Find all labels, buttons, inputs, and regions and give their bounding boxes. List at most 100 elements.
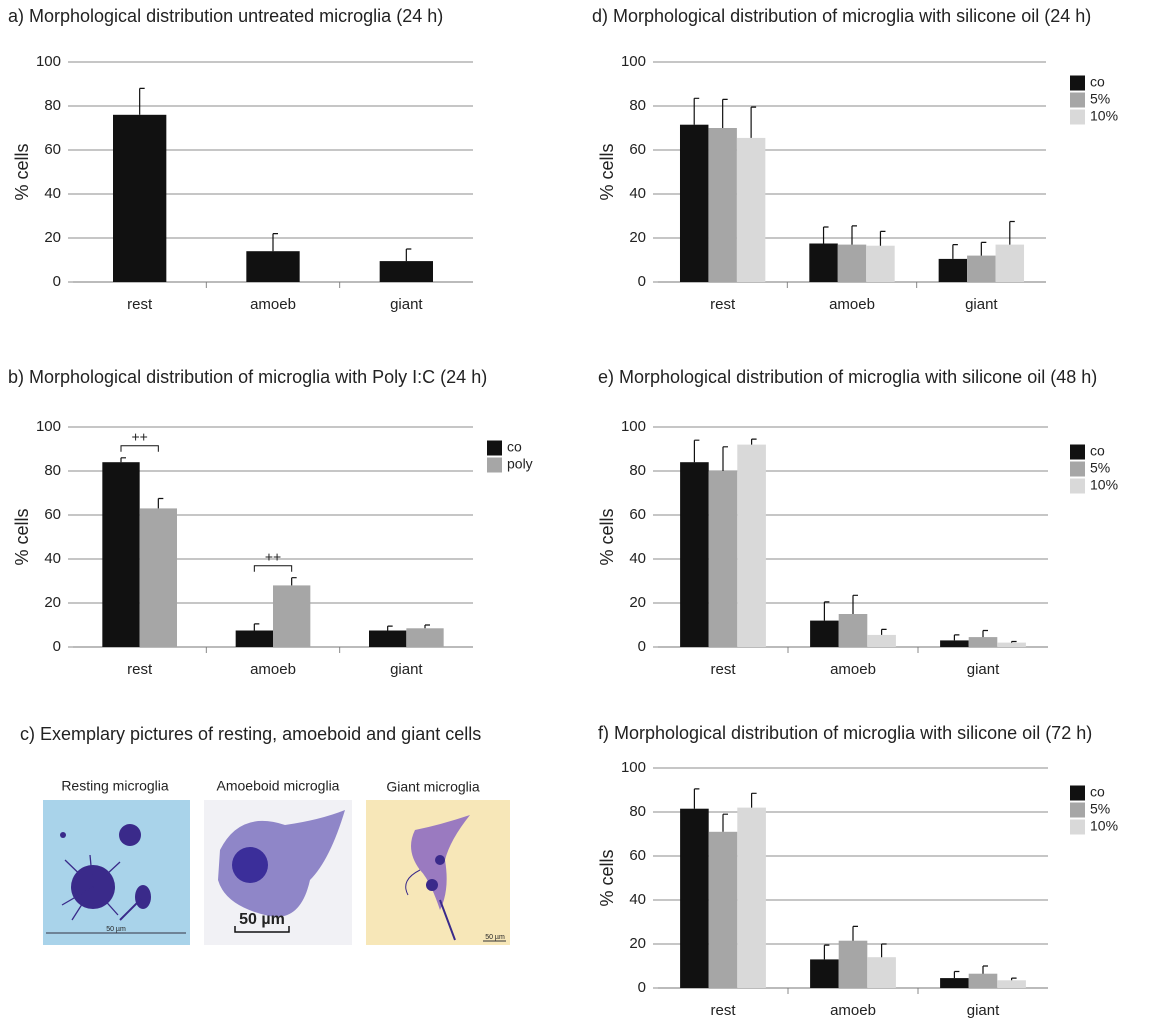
x-tick-label: amoeb (830, 1002, 876, 1019)
chart: a) Morphological distribution untreated … (8, 6, 473, 313)
error-bar (751, 107, 756, 138)
bar (967, 256, 995, 282)
x-tick-label: rest (127, 661, 153, 678)
y-tick-label: 60 (629, 506, 646, 523)
error-bar (954, 972, 959, 979)
y-tick-label: 40 (629, 891, 646, 908)
x-tick-label: giant (967, 661, 1000, 678)
bar (969, 637, 998, 647)
error-bar (694, 789, 699, 809)
error-bar (406, 249, 411, 261)
error-bar (140, 88, 145, 114)
error-bar (292, 578, 297, 586)
y-axis-label: % cells (12, 508, 32, 565)
error-bar (983, 631, 988, 638)
x-tick-label: amoeb (829, 296, 875, 313)
error-bar (121, 458, 126, 462)
bar (810, 621, 839, 647)
error-bar (983, 966, 988, 974)
scale-label: 50 µm (106, 926, 126, 933)
error-bar (824, 602, 829, 621)
bar (273, 585, 310, 647)
chart: d) Morphological distribution of microgl… (592, 6, 1118, 313)
x-tick-label: rest (710, 296, 736, 313)
y-tick-label: 20 (44, 594, 61, 611)
y-tick-label: 40 (629, 550, 646, 567)
legend-swatch (1070, 110, 1085, 125)
x-tick-label: giant (967, 1002, 1000, 1019)
bar (737, 138, 765, 282)
annotation: ++ (131, 429, 147, 445)
bar (113, 115, 166, 282)
y-tick-label: 0 (638, 979, 646, 996)
error-bar (1010, 222, 1015, 245)
error-bar (723, 814, 728, 832)
error-bar (254, 624, 259, 631)
x-tick-label: rest (127, 296, 153, 313)
error-bar (723, 447, 728, 471)
image-giant: 50 µm (366, 800, 510, 945)
y-tick-label: 100 (36, 53, 61, 70)
legend-label: co (1090, 74, 1105, 90)
error-bar (981, 242, 986, 255)
bar (866, 246, 894, 282)
y-tick-label: 20 (629, 935, 646, 952)
chart-title: e) Morphological distribution of microgl… (598, 367, 1097, 387)
bar (940, 640, 969, 647)
x-tick-label: amoeb (250, 661, 296, 678)
legend-swatch (1070, 445, 1085, 460)
legend-swatch (1070, 76, 1085, 91)
image-panel: c) Exemplary pictures of resting, amoebo… (20, 724, 510, 945)
legend-label: co (1090, 784, 1105, 800)
y-tick-label: 100 (621, 53, 646, 70)
error-bar (882, 944, 887, 957)
y-tick-label: 100 (621, 759, 646, 776)
error-bar (852, 226, 857, 245)
panel-title: c) Exemplary pictures of resting, amoebo… (20, 724, 481, 744)
y-tick-label: 80 (44, 97, 61, 114)
legend-label: 10% (1090, 818, 1118, 834)
error-bar (880, 231, 885, 245)
legend-label: 10% (1090, 477, 1118, 493)
y-tick-label: 100 (36, 418, 61, 435)
y-tick-label: 80 (629, 462, 646, 479)
error-bar (953, 245, 958, 259)
legend-swatch (1070, 803, 1085, 818)
chart-title: d) Morphological distribution of microgl… (592, 6, 1091, 26)
legend-swatch (1070, 462, 1085, 477)
error-bar (273, 234, 278, 252)
y-axis-label: % cells (597, 849, 617, 906)
bar (737, 445, 766, 647)
y-axis-label: % cells (597, 508, 617, 565)
bar (680, 462, 709, 647)
bar (997, 980, 1026, 988)
bar (867, 635, 896, 647)
y-tick-label: 100 (621, 418, 646, 435)
legend-label: 5% (1090, 91, 1110, 107)
legend-swatch (1070, 479, 1085, 494)
bar (810, 959, 839, 988)
image-resting: 50 µm (43, 800, 190, 945)
bar (996, 245, 1024, 282)
error-bar (853, 926, 858, 940)
bar (680, 809, 709, 988)
bar (940, 978, 969, 988)
bar (709, 832, 738, 988)
bar (680, 125, 708, 282)
legend-swatch (1070, 820, 1085, 835)
x-tick-label: giant (390, 661, 423, 678)
y-tick-label: 0 (638, 638, 646, 655)
bar (380, 261, 433, 282)
bar (997, 643, 1026, 647)
image-label: Resting microglia (61, 778, 169, 794)
y-tick-label: 0 (53, 273, 61, 290)
bar (939, 259, 967, 282)
figure: c) Exemplary pictures of resting, amoebo… (0, 0, 1153, 1023)
bar (737, 808, 766, 988)
chart: e) Morphological distribution of microgl… (597, 367, 1118, 678)
y-tick-label: 40 (629, 185, 646, 202)
error-bar (1012, 642, 1017, 643)
y-tick-label: 60 (44, 506, 61, 523)
y-tick-label: 60 (629, 141, 646, 158)
significance-bracket (121, 446, 158, 452)
